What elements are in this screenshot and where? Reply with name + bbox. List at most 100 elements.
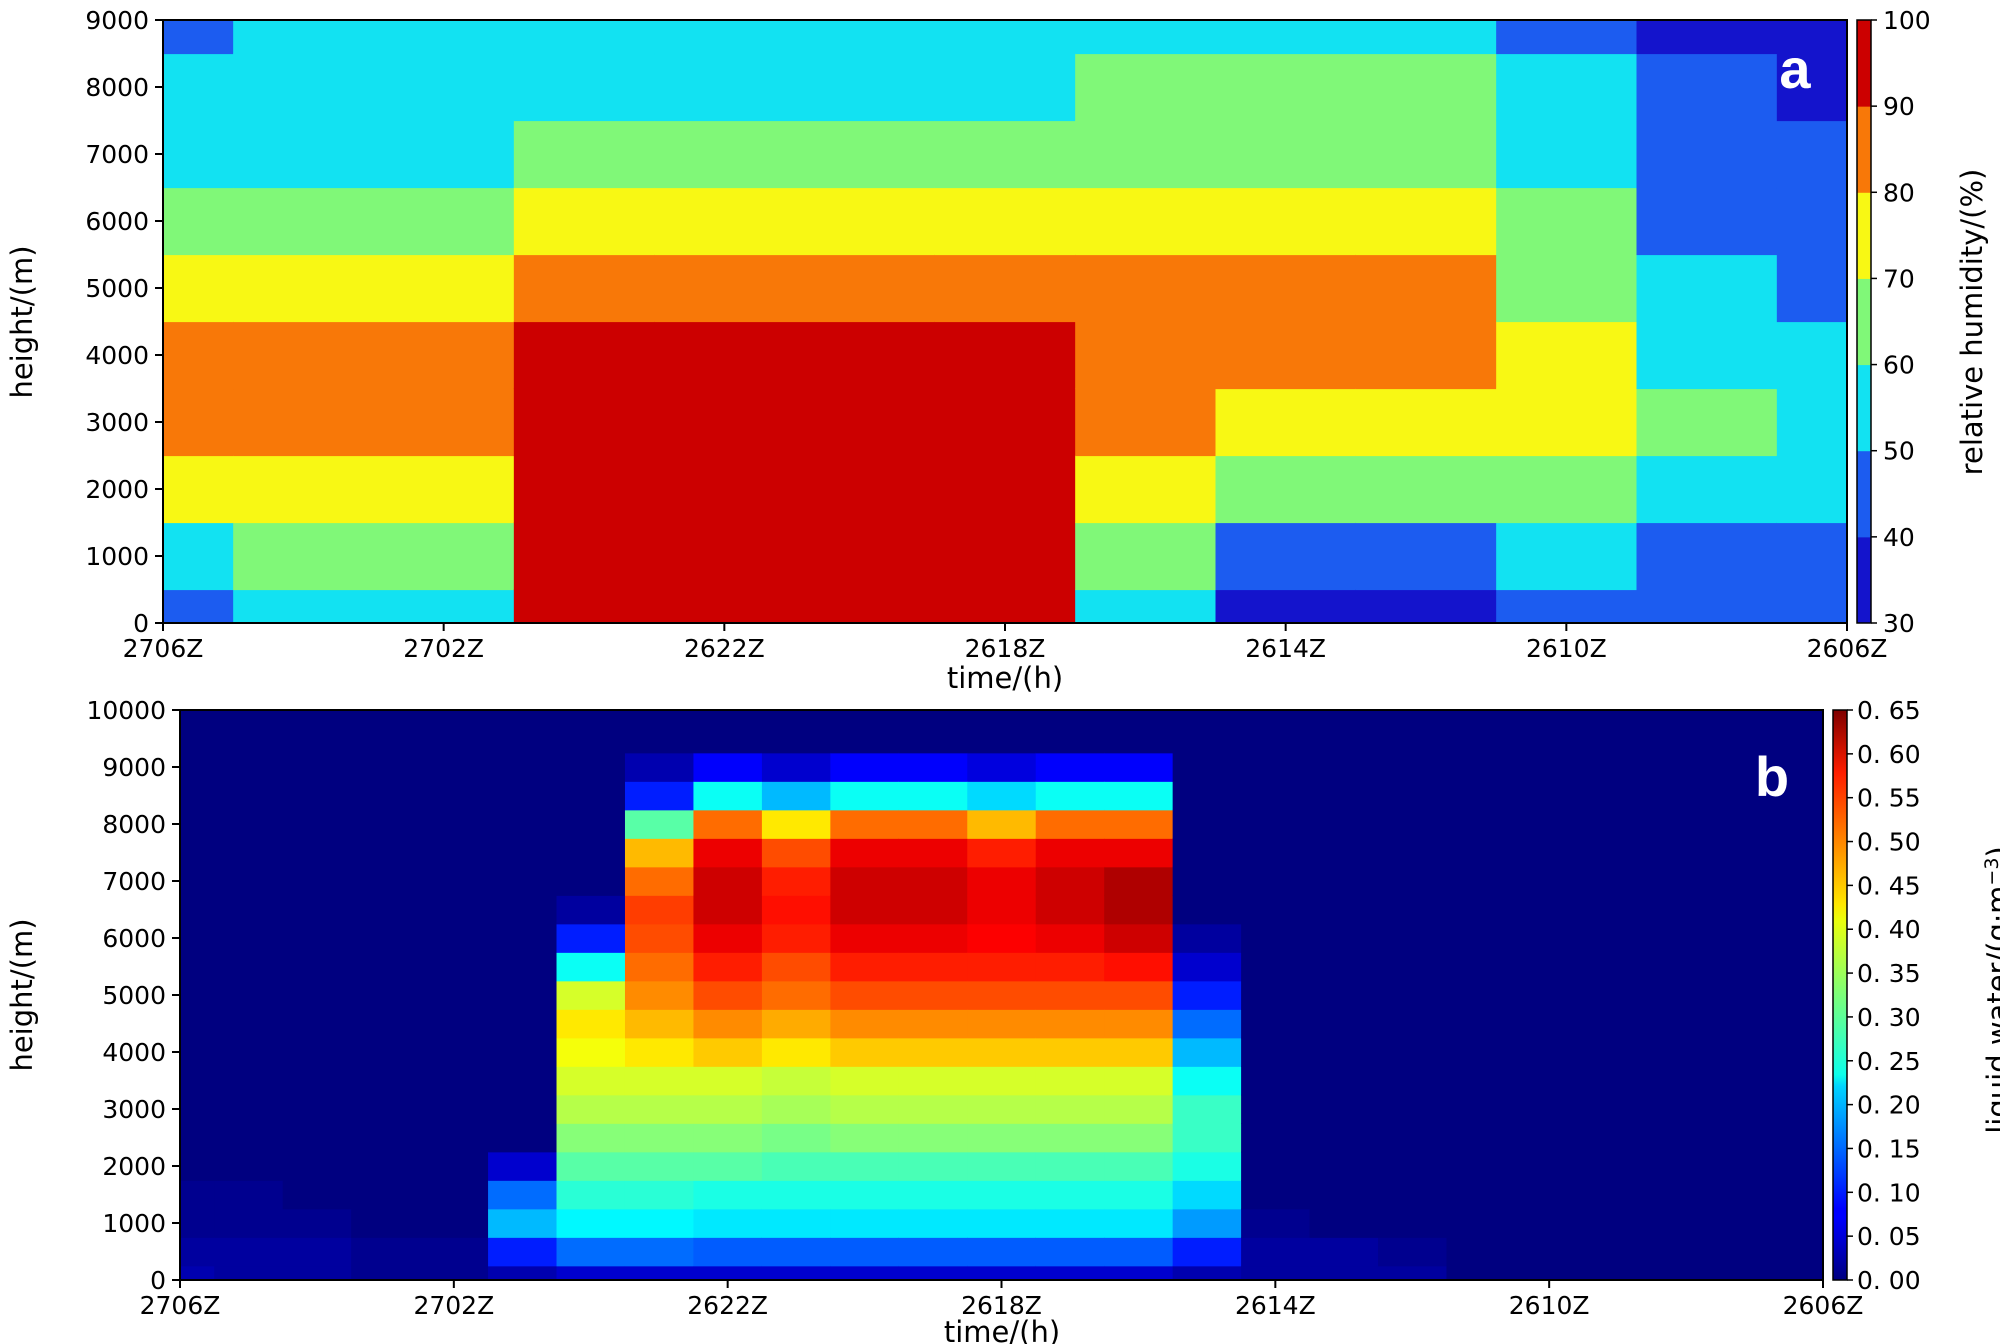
liquid-water-cell	[1035, 781, 1105, 811]
humidity-y-tick-label: 3000	[85, 408, 149, 437]
liquid-water-cell	[1309, 809, 1379, 839]
liquid-water-cell	[1446, 1208, 1516, 1238]
humidity-cell	[513, 589, 655, 624]
liquid-water-axis-ticks: 2706Z 2702Z 2622Z 2618Z 2614Z 2610Z 2606Z 0 1000…	[86, 696, 1863, 1320]
liquid-water-cell	[419, 838, 489, 868]
liquid-water-cell	[1035, 923, 1105, 953]
liquid-water-cell	[693, 1237, 763, 1267]
liquid-water-cell	[1788, 1208, 1824, 1238]
humidity-cell	[934, 120, 1076, 189]
humidity-cell	[1496, 522, 1638, 591]
liquid-water-cell	[967, 1009, 1037, 1039]
liquid-water-cell	[1172, 952, 1242, 982]
liquid-water-cell	[1241, 710, 1311, 725]
liquid-water-cell	[1309, 866, 1379, 896]
liquid-water-cell	[282, 1208, 352, 1238]
humidity-y-axis-title: height/(m)	[5, 245, 39, 398]
liquid-water-cell	[351, 1009, 421, 1039]
liquid-water-cell	[1788, 952, 1824, 982]
liquid-water-cell	[830, 1009, 900, 1039]
liquid-water-cell	[1651, 1265, 1721, 1281]
liquid-water-cell	[761, 980, 831, 1010]
panel-a: 2706Z 2702Z 2622Z 2618Z 2614Z 2610Z 2606Z 0 1000…	[5, 6, 1989, 695]
liquid-water-cell	[180, 838, 215, 868]
humidity-cell	[1636, 20, 1778, 55]
liquid-water-x-tick-label: 2618Z	[961, 1291, 1042, 1320]
liquid-water-cell	[488, 1009, 558, 1039]
liquid-water-cell	[1104, 1151, 1174, 1181]
liquid-water-cell	[1309, 1123, 1379, 1153]
liquid-water-cell	[282, 1265, 352, 1281]
liquid-water-cell	[556, 809, 626, 839]
liquid-water-cell	[282, 1180, 352, 1210]
liquid-water-cell	[214, 1237, 284, 1267]
liquid-water-cell	[1788, 1037, 1824, 1067]
liquid-water-cell	[693, 1208, 763, 1238]
humidity-cell	[1075, 120, 1217, 189]
humidity-cell	[163, 53, 234, 122]
liquid-water-cell	[761, 1037, 831, 1067]
liquid-water-cell	[1788, 866, 1824, 896]
liquid-water-cell	[488, 923, 558, 953]
liquid-water-cell	[1514, 838, 1584, 868]
liquid-water-cell	[488, 838, 558, 868]
liquid-water-cell	[180, 952, 215, 982]
liquid-water-cell	[1788, 1151, 1824, 1181]
humidity-colorbar-tick-label: 60	[1883, 351, 1915, 380]
liquid-water-cell	[1583, 1265, 1653, 1281]
humidity-colorbar-title: relative humidity/(%)	[1955, 169, 1989, 476]
liquid-water-cell	[693, 724, 763, 754]
humidity-cell	[1215, 388, 1357, 457]
liquid-water-colorbar-tick-label: 0. 40	[1857, 915, 1921, 944]
liquid-water-cell	[282, 752, 352, 782]
humidity-cell	[373, 187, 515, 256]
liquid-water-cell	[351, 1180, 421, 1210]
liquid-water-x-tick-label: 2610Z	[1509, 1291, 1590, 1320]
liquid-water-cell	[180, 752, 215, 782]
liquid-water-cell	[898, 866, 968, 896]
humidity-cell	[934, 20, 1076, 55]
liquid-water-cell	[1651, 980, 1721, 1010]
liquid-water-cell	[693, 866, 763, 896]
liquid-water-cell	[624, 1208, 695, 1238]
liquid-water-cell	[830, 1037, 900, 1067]
liquid-water-cell	[419, 809, 489, 839]
humidity-cell	[1075, 254, 1217, 323]
humidity-cell	[233, 20, 375, 55]
liquid-water-cell	[967, 838, 1037, 868]
liquid-water-cell	[488, 724, 558, 754]
liquid-water-cell	[1035, 809, 1105, 839]
liquid-water-cell	[1104, 838, 1174, 868]
liquid-water-cell	[1104, 952, 1174, 982]
liquid-water-cell	[419, 781, 489, 811]
humidity-colorbar-tick-label: 50	[1883, 437, 1915, 466]
liquid-water-cell	[1172, 1009, 1242, 1039]
liquid-water-cell	[556, 1208, 626, 1238]
liquid-water-cell	[1446, 895, 1516, 925]
liquid-water-cell	[488, 1037, 558, 1067]
liquid-water-cell	[761, 1208, 831, 1238]
liquid-water-cell	[351, 838, 421, 868]
liquid-water-cell	[830, 1237, 900, 1267]
liquid-water-colorbar-tick-label: 0. 00	[1857, 1266, 1921, 1295]
liquid-water-colorbar-tick-label: 0. 20	[1857, 1091, 1921, 1120]
liquid-water-cell	[1788, 1094, 1824, 1124]
humidity-cell	[513, 20, 655, 55]
humidity-cell	[1776, 187, 1848, 256]
liquid-water-colorbar-tick-label: 0. 35	[1857, 959, 1921, 988]
liquid-water-cell	[282, 1123, 352, 1153]
humidity-cell	[1776, 20, 1848, 55]
liquid-water-cell	[1172, 1208, 1242, 1238]
liquid-water-cell	[1378, 1037, 1448, 1067]
liquid-water-cell	[1720, 1180, 1790, 1210]
liquid-water-cell	[556, 1237, 626, 1267]
liquid-water-cell	[1104, 724, 1174, 754]
liquid-water-cell	[1172, 1237, 1242, 1267]
liquid-water-cell	[214, 752, 284, 782]
liquid-water-cell	[830, 980, 900, 1010]
humidity-x-tick-label: 2606Z	[1807, 634, 1888, 663]
liquid-water-cell	[419, 1066, 489, 1096]
liquid-water-cell	[214, 838, 284, 868]
liquid-water-cell	[1720, 838, 1790, 868]
humidity-cell	[373, 522, 515, 591]
